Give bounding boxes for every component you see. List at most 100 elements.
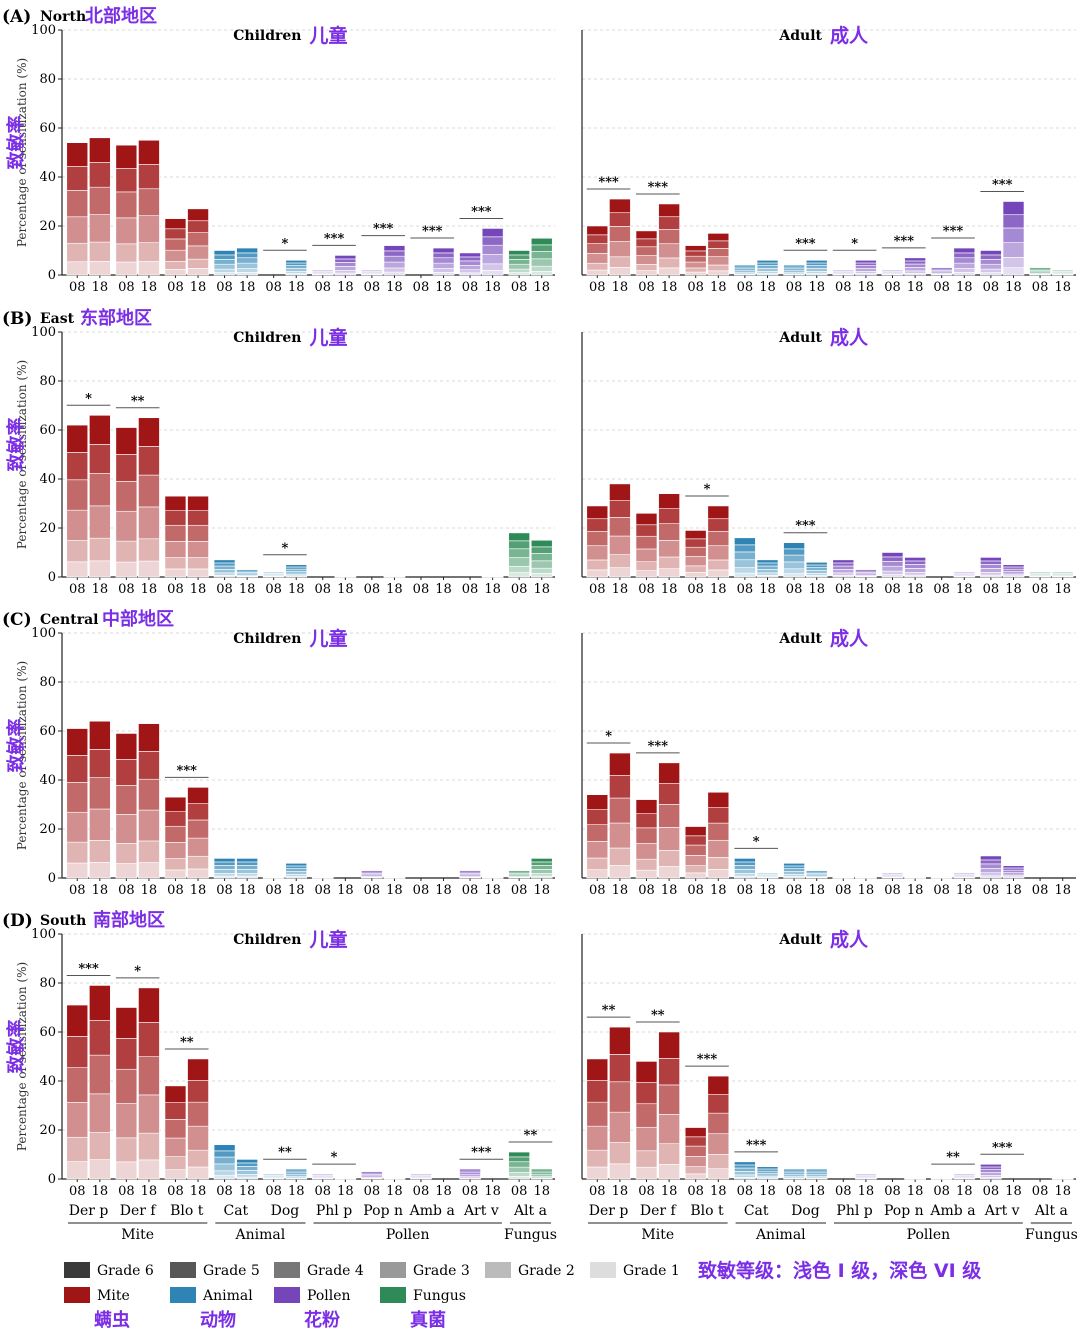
y-axis-label-cn: 致敏率: [5, 719, 27, 773]
bar-segment-grade-4: [115, 1068, 138, 1104]
subplot-south-children: 0 20 40 60 80 100 Percentage of sensitization …: [5, 927, 557, 1243]
bar-segment-grade-6: [855, 875, 877, 877]
bar-segment-grade-3: [980, 263, 1002, 270]
bar-segment-grade-4: [980, 863, 1002, 869]
year-tick-label: 18: [661, 883, 678, 898]
legend-label-fungus: Fungus: [413, 1288, 466, 1304]
bar-segment-grade-4: [586, 824, 609, 842]
bar-segment-grade-1: [89, 560, 111, 578]
bar-segment-grade-6: [832, 559, 855, 564]
bar-segment-grade-3: [658, 540, 680, 558]
year-tick-label: 18: [956, 883, 973, 898]
significance-label: *: [851, 236, 858, 251]
bar-segment-grade-6: [953, 571, 976, 574]
legend-swatch-grade-3: [380, 1262, 406, 1278]
year-tick-label: 08: [413, 280, 430, 295]
bar-segment-grade-1: [138, 862, 160, 879]
year-tick-label: 08: [687, 883, 704, 898]
year-tick-label: 18: [858, 582, 875, 597]
bar-segment-grade-1: [530, 573, 553, 578]
bar-segment-grade-1: [481, 270, 504, 276]
year-tick-label: 18: [1054, 1184, 1071, 1199]
allergen-label: Alt a: [513, 1203, 547, 1219]
bar-segment-grade-6: [508, 1151, 530, 1158]
bar-segment-grade-6: [459, 252, 481, 258]
bar-segment-grade-6: [783, 264, 805, 268]
bar-segment-grade-6: [262, 571, 285, 574]
bar-segment-grade-6: [334, 255, 357, 260]
legend-label-grade: Grade 4: [307, 1263, 364, 1279]
year-tick-label: 08: [638, 280, 655, 295]
year-tick-label: 08: [511, 582, 528, 597]
bar-segment-grade-1: [609, 267, 631, 276]
bar-segment-grade-6: [89, 137, 111, 163]
year-tick-label: 08: [786, 280, 803, 295]
bar-segment-grade-6: [707, 791, 730, 808]
bar-segment-grade-6: [1051, 1176, 1074, 1178]
bar-segment-grade-6: [115, 1007, 138, 1039]
subplot-title-en: Children: [233, 932, 301, 948]
bar-segment-grade-2: [459, 269, 481, 274]
bar-segment-grade-1: [164, 1169, 187, 1180]
bar-segment-grade-3: [115, 814, 138, 844]
year-tick-label: 18: [612, 582, 629, 597]
year-tick-label: 18: [533, 883, 550, 898]
year-tick-label: 18: [435, 582, 452, 597]
bar-segment-grade-3: [334, 266, 357, 271]
year-tick-label: 18: [808, 582, 825, 597]
year-tick-label: 18: [337, 883, 354, 898]
bar-segment-grade-3: [530, 258, 553, 267]
legend-swatch-grade-6: [64, 1262, 90, 1278]
bar-segment-grade-6: [586, 794, 609, 810]
bar-segment-grade-6: [684, 530, 707, 540]
legend-label-cn-animal: 动物: [200, 1309, 236, 1331]
bar-segment-grade-1: [586, 1166, 609, 1180]
bar-segment-grade-6: [980, 557, 1002, 562]
bar-segment-grade-6: [334, 1176, 357, 1178]
year-tick-label: 18: [759, 582, 776, 597]
bar-segment-grade-6: [361, 1171, 383, 1174]
subplot-title-en: Children: [233, 631, 301, 647]
bar-segment-grade-4: [684, 844, 707, 856]
bar-segment-grade-3: [115, 510, 138, 542]
bar-segment-grade-5: [855, 262, 877, 266]
bar-segment-grade-3: [459, 264, 481, 271]
bar-segment-grade-4: [707, 531, 730, 547]
bar-segment-grade-2: [115, 243, 138, 263]
bar-segment-grade-3: [508, 263, 530, 270]
year-tick-label: 08: [511, 280, 528, 295]
bar-segment-grade-1: [586, 869, 609, 879]
bar-segment-grade-6: [855, 1173, 877, 1176]
year-tick-label: 08: [413, 582, 430, 597]
bar-segment-grade-5: [459, 256, 481, 262]
bar-segment-grade-2: [707, 559, 730, 571]
year-tick-label: 08: [589, 1184, 606, 1199]
subplot-east-children: 0 20 40 60 80 100 Percentage of sensitization …: [5, 325, 555, 597]
bar-segment-grade-4: [756, 265, 779, 269]
bar-segment-grade-6: [530, 1168, 553, 1172]
bar-segment-grade-6: [66, 142, 89, 167]
bar-segment-grade-2: [881, 570, 904, 575]
year-tick-label: 08: [638, 1184, 655, 1199]
allergen-label: Art v: [984, 1203, 1020, 1219]
bar-segment-grade-6: [930, 875, 953, 877]
bar-segment-grade-4: [508, 548, 530, 558]
bar-segment-grade-2: [138, 1132, 160, 1161]
year-tick-label: 18: [239, 582, 256, 597]
bar-segment-grade-4: [707, 1112, 730, 1135]
bar-segment-grade-6: [89, 414, 111, 445]
bar-segment-grade-4: [164, 1119, 187, 1139]
bar-segment-grade-4: [187, 524, 209, 542]
year-tick-label: 08: [933, 280, 950, 295]
bar-segment-grade-6: [832, 269, 855, 272]
bar-segment-grade-4: [805, 265, 828, 269]
bar-segment-grade-4: [236, 257, 258, 264]
bar-segment-grade-5: [953, 252, 976, 259]
legend-swatch-grade-2: [485, 1262, 511, 1278]
bar-segment-grade-2: [609, 847, 631, 866]
bar-segment-grade-4: [658, 1084, 680, 1115]
bar-segment-grade-2: [236, 1173, 258, 1178]
y-tick-label: 60: [39, 724, 56, 739]
year-tick-label: 08: [216, 883, 233, 898]
bar-segment-grade-5: [236, 252, 258, 259]
